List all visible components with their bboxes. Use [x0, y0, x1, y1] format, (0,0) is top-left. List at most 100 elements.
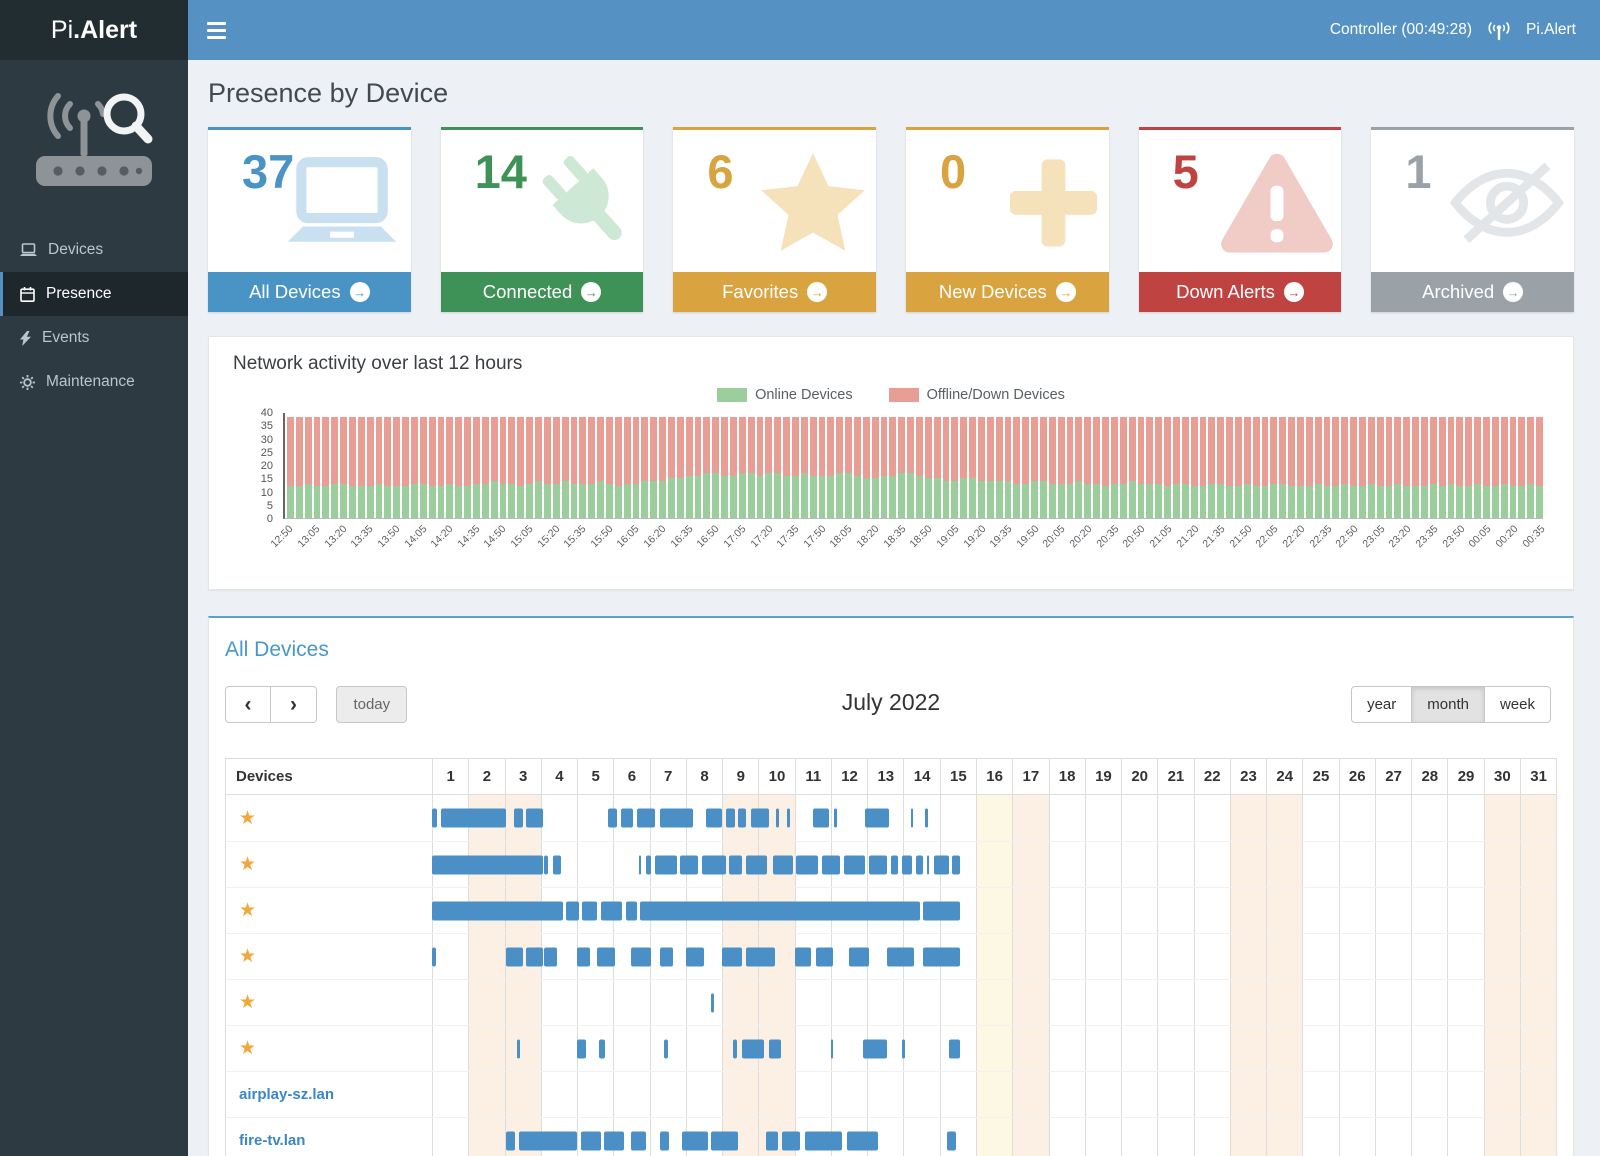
presence-bar[interactable] [577, 947, 590, 966]
all-devices-link[interactable]: All Devices → [208, 272, 411, 312]
down-alerts-link[interactable]: Down Alerts → [1138, 272, 1342, 312]
presence-bar[interactable] [738, 808, 746, 828]
presence-bar[interactable] [926, 855, 930, 874]
presence-bar[interactable] [685, 947, 704, 966]
presence-bar[interactable] [711, 993, 715, 1012]
presence-bar[interactable] [607, 808, 617, 828]
presence-bar[interactable] [910, 808, 914, 828]
presence-bar[interactable] [745, 855, 768, 874]
device-name-link[interactable]: fire-tv.lan [239, 1132, 306, 1149]
presence-bar[interactable] [705, 808, 723, 828]
presence-bar[interactable] [654, 855, 677, 874]
presence-bar[interactable] [901, 1039, 906, 1058]
presence-bar[interactable] [631, 947, 652, 966]
sidebar-toggle-button[interactable] [188, 0, 244, 60]
presence-bar[interactable] [732, 1039, 738, 1058]
presence-bar[interactable] [638, 855, 641, 874]
presence-bar[interactable] [620, 808, 634, 828]
presence-bar[interactable] [596, 947, 616, 966]
presence-bar[interactable] [519, 1131, 578, 1150]
presence-bar[interactable] [660, 1131, 670, 1150]
presence-bar[interactable] [948, 1039, 960, 1058]
presence-bar[interactable] [441, 808, 507, 828]
next-month-button[interactable]: › [271, 686, 317, 723]
presence-bar[interactable] [631, 1131, 646, 1150]
presence-bar[interactable] [830, 1039, 834, 1058]
presence-bar[interactable] [781, 1131, 800, 1150]
presence-bar[interactable] [821, 855, 840, 874]
prev-month-button[interactable]: ‹ [225, 686, 271, 723]
presence-bar[interactable] [776, 808, 779, 828]
sidebar-item-maintenance[interactable]: Maintenance [0, 360, 188, 404]
presence-bar[interactable] [863, 1039, 888, 1058]
sidebar-item-devices[interactable]: Devices [0, 228, 188, 272]
presence-bar[interactable] [923, 947, 960, 966]
presence-bar[interactable] [865, 808, 889, 828]
presence-bar[interactable] [725, 808, 735, 828]
presence-bar[interactable] [517, 1039, 520, 1058]
sidebar-item-events[interactable]: Events [0, 316, 188, 360]
presence-bar[interactable] [722, 947, 742, 966]
presence-bar[interactable] [772, 855, 793, 874]
presence-bar[interactable] [805, 1131, 842, 1150]
presence-bar[interactable] [544, 947, 558, 966]
presence-bar[interactable] [787, 808, 790, 828]
presence-bar[interactable] [702, 855, 726, 874]
connected-link[interactable]: Connected → [440, 272, 644, 312]
presence-bar[interactable] [901, 855, 913, 874]
presence-bar[interactable] [577, 1039, 587, 1058]
presence-bar[interactable] [544, 855, 549, 874]
presence-bar[interactable] [432, 947, 437, 966]
presence-bar[interactable] [711, 1131, 739, 1150]
presence-bar[interactable] [526, 808, 543, 828]
presence-bar[interactable] [566, 901, 579, 920]
presence-bar[interactable] [847, 1131, 878, 1150]
presence-bar[interactable] [582, 901, 597, 920]
presence-bar[interactable] [796, 855, 819, 874]
favorites-link[interactable]: Favorites → [673, 272, 876, 312]
view-year-button[interactable]: year [1351, 686, 1413, 723]
view-week-button[interactable]: week [1484, 686, 1551, 723]
brand-logo[interactable]: Pi .Alert [0, 0, 188, 60]
presence-bar[interactable] [682, 1131, 708, 1150]
presence-bar[interactable] [769, 1039, 781, 1058]
presence-bar[interactable] [745, 947, 775, 966]
presence-bar[interactable] [794, 947, 811, 966]
presence-bar[interactable] [923, 901, 960, 920]
view-month-button[interactable]: month [1412, 686, 1485, 723]
presence-bar[interactable] [946, 1131, 956, 1150]
presence-bar[interactable] [506, 1131, 516, 1150]
presence-bar[interactable] [604, 1131, 625, 1150]
presence-bar[interactable] [812, 808, 830, 828]
presence-bar[interactable] [751, 808, 770, 828]
presence-bar[interactable] [868, 855, 888, 874]
presence-bar[interactable] [925, 808, 928, 828]
presence-bar[interactable] [580, 1131, 601, 1150]
new-devices-link[interactable]: New Devices → [906, 272, 1109, 312]
presence-bar[interactable] [513, 808, 523, 828]
user-menu[interactable]: Pi.Alert [1526, 21, 1576, 38]
presence-bar[interactable] [664, 1039, 669, 1058]
archived-link[interactable]: Archived → [1371, 272, 1574, 312]
presence-bar[interactable] [553, 855, 561, 874]
presence-bar[interactable] [742, 1039, 764, 1058]
presence-bar[interactable] [636, 808, 655, 828]
presence-bar[interactable] [506, 947, 523, 966]
presence-bar[interactable] [432, 901, 563, 920]
presence-bar[interactable] [680, 855, 699, 874]
presence-bar[interactable] [645, 855, 652, 874]
presence-bar[interactable] [660, 808, 694, 828]
presence-bar[interactable] [765, 1131, 779, 1150]
presence-bar[interactable] [916, 855, 924, 874]
presence-bar[interactable] [834, 808, 837, 828]
presence-bar[interactable] [843, 855, 866, 874]
today-button[interactable]: today [336, 686, 408, 723]
presence-bar[interactable] [600, 901, 623, 920]
presence-bar[interactable] [640, 901, 920, 920]
presence-bar[interactable] [598, 1039, 606, 1058]
presence-bar[interactable] [660, 947, 674, 966]
presence-bar[interactable] [934, 855, 949, 874]
presence-bar[interactable] [848, 947, 869, 966]
presence-bar[interactable] [432, 855, 543, 874]
device-name-link[interactable]: airplay-sz.lan [239, 1086, 335, 1103]
